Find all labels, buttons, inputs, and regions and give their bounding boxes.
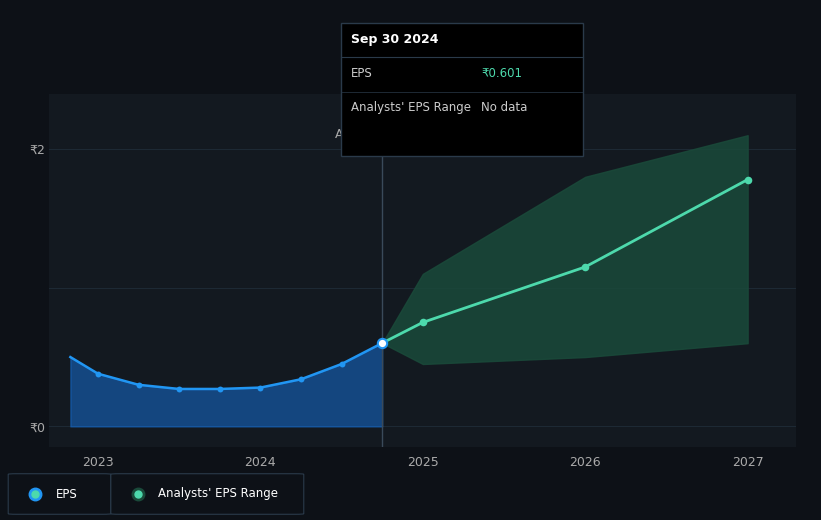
Point — [295, 375, 308, 383]
Point — [376, 339, 389, 347]
Point — [579, 263, 592, 271]
Point — [741, 175, 754, 184]
FancyBboxPatch shape — [8, 474, 111, 514]
Point — [213, 385, 227, 393]
Text: Sep 30 2024: Sep 30 2024 — [351, 33, 438, 46]
Point — [132, 381, 145, 389]
Text: Actual: Actual — [335, 128, 374, 141]
FancyBboxPatch shape — [111, 474, 304, 514]
Point — [335, 360, 348, 368]
Text: EPS: EPS — [351, 67, 372, 80]
Point — [91, 370, 104, 378]
Point — [172, 385, 186, 393]
Text: Analysts' EPS Range: Analysts' EPS Range — [351, 101, 470, 114]
Point — [254, 383, 267, 392]
Text: EPS: EPS — [56, 488, 77, 500]
Text: No data: No data — [481, 101, 528, 114]
Point — [416, 318, 429, 327]
Text: Analysts Forecasts: Analysts Forecasts — [390, 128, 507, 141]
Text: Analysts' EPS Range: Analysts' EPS Range — [158, 488, 278, 500]
Text: ₹0.601: ₹0.601 — [481, 67, 522, 80]
